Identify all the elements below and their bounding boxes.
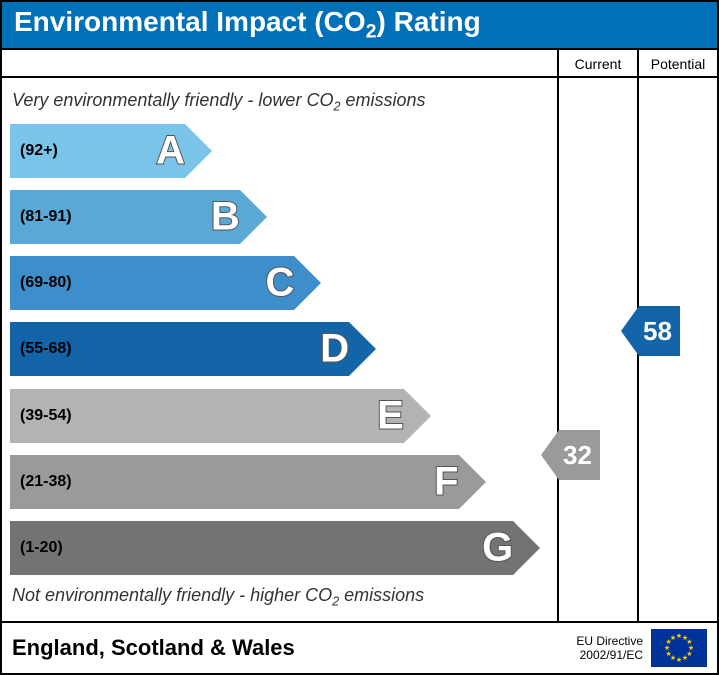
column-header-row: Current Potential bbox=[2, 50, 717, 78]
footer-region: England, Scotland & Wales bbox=[12, 635, 576, 661]
band-range: (55-68) bbox=[10, 340, 72, 358]
band-bar: (1-20) G bbox=[10, 521, 513, 575]
band-bar: (81-91) B bbox=[10, 190, 240, 244]
band-range: (69-80) bbox=[10, 274, 72, 292]
rating-band-a: (92+) A bbox=[10, 124, 557, 178]
band-range: (81-91) bbox=[10, 208, 72, 226]
current-rating-pointer: 32 bbox=[541, 430, 600, 480]
rating-band-e: (39-54) E bbox=[10, 389, 557, 443]
chart-body: Very environmentally friendly - lower CO… bbox=[2, 78, 717, 621]
chart-title: Environmental Impact (CO2) Rating bbox=[14, 6, 481, 44]
band-letter: A bbox=[156, 128, 187, 173]
band-range: (92+) bbox=[10, 142, 58, 160]
band-list: (92+) A (81-91) B (69-80) C (55-68) D (39-54) E (2… bbox=[10, 118, 557, 582]
band-letter: C bbox=[266, 261, 297, 306]
band-bar: (92+) A bbox=[10, 124, 185, 178]
band-arrow-icon bbox=[459, 455, 486, 509]
eu-star-icon: ★ bbox=[670, 634, 676, 642]
rating-band-g: (1-20) G bbox=[10, 521, 557, 575]
band-bar: (69-80) C bbox=[10, 256, 294, 310]
environmental-impact-chart: Environmental Impact (CO2) Rating Curren… bbox=[0, 0, 719, 675]
band-bar: (55-68) D bbox=[10, 322, 349, 376]
rating-band-d: (55-68) D bbox=[10, 322, 557, 376]
band-bar: (21-38) F bbox=[10, 455, 459, 509]
rating-band-f: (21-38) F bbox=[10, 455, 557, 509]
band-letter: G bbox=[482, 526, 515, 571]
header-spacer bbox=[2, 50, 557, 76]
potential-rating-pointer: 58 bbox=[621, 306, 680, 356]
rating-band-c: (69-80) C bbox=[10, 256, 557, 310]
header-current: Current bbox=[557, 50, 637, 76]
footer-directive: EU Directive 2002/91/EC bbox=[576, 634, 643, 663]
band-range: (21-38) bbox=[10, 473, 72, 491]
eu-flag-icon: ★★★★★★★★★★★★ bbox=[651, 629, 707, 667]
pointer-arrow-icon bbox=[621, 306, 639, 356]
pointer-value: 58 bbox=[639, 306, 680, 356]
band-bar: (39-54) E bbox=[10, 389, 404, 443]
top-caption: Very environmentally friendly - lower CO… bbox=[10, 86, 557, 118]
pointer-value: 32 bbox=[559, 430, 600, 480]
bands-column: Very environmentally friendly - lower CO… bbox=[2, 78, 557, 621]
eu-star-icon: ★ bbox=[676, 656, 682, 664]
band-arrow-icon bbox=[349, 322, 376, 376]
bands-area: Very environmentally friendly - lower CO… bbox=[2, 78, 717, 621]
band-letter: F bbox=[434, 459, 460, 504]
band-range: (1-20) bbox=[10, 539, 63, 557]
bottom-caption: Not environmentally friendly - higher CO… bbox=[10, 581, 557, 613]
band-letter: D bbox=[320, 327, 351, 372]
band-arrow-icon bbox=[513, 521, 540, 575]
chart-footer: England, Scotland & Wales EU Directive 2… bbox=[2, 621, 717, 673]
band-letter: E bbox=[377, 393, 406, 438]
directive-line2: 2002/91/EC bbox=[576, 648, 643, 662]
band-arrow-icon bbox=[404, 389, 431, 443]
band-arrow-icon bbox=[240, 190, 267, 244]
band-arrow-icon bbox=[185, 124, 212, 178]
header-potential: Potential bbox=[637, 50, 717, 76]
potential-column: 58 bbox=[637, 78, 717, 621]
band-arrow-icon bbox=[294, 256, 321, 310]
band-letter: B bbox=[211, 194, 242, 239]
pointer-arrow-icon bbox=[541, 430, 559, 480]
chart-title-bar: Environmental Impact (CO2) Rating bbox=[2, 2, 717, 50]
eu-star-icon: ★ bbox=[682, 654, 688, 662]
rating-band-b: (81-91) B bbox=[10, 190, 557, 244]
band-range: (39-54) bbox=[10, 407, 72, 425]
directive-line1: EU Directive bbox=[576, 634, 643, 648]
